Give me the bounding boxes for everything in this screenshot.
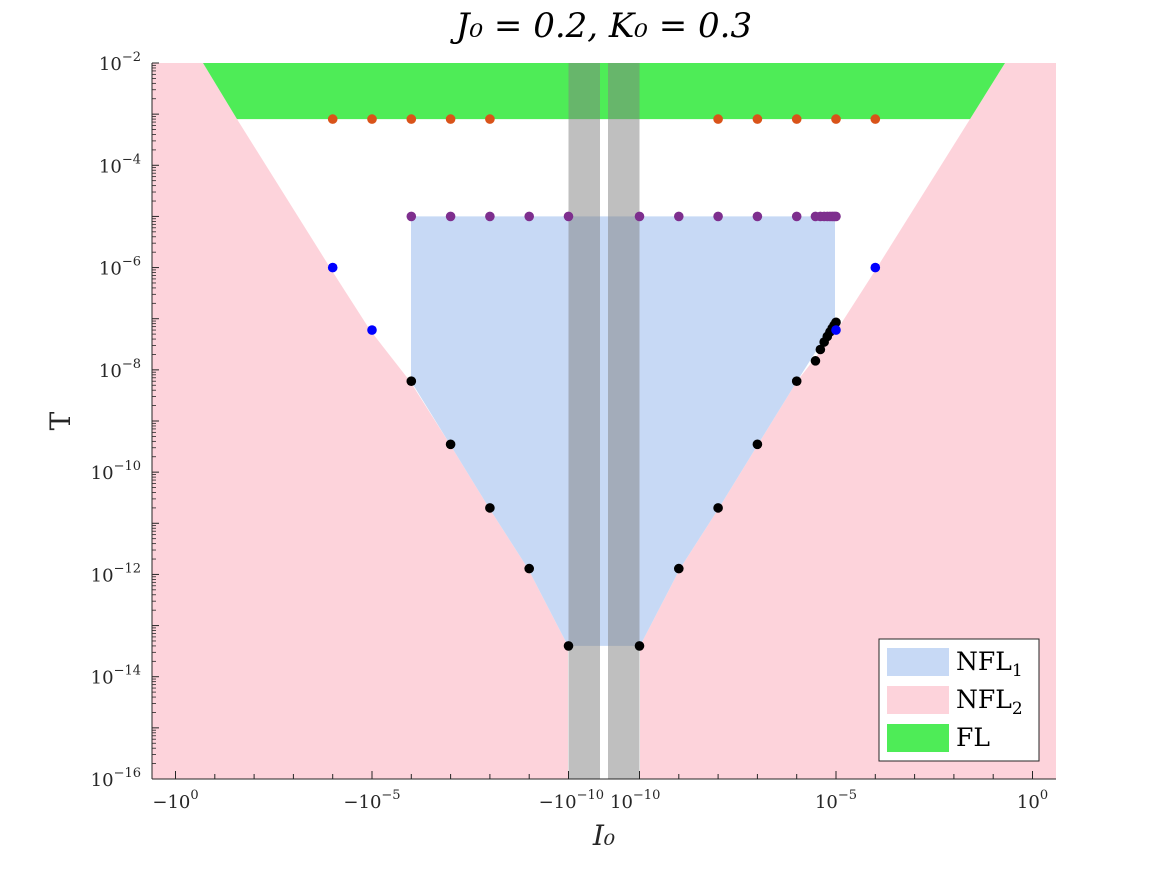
x-tick-label: 100 [1017, 788, 1048, 813]
legend-label: NFL2 [956, 685, 1023, 719]
data-point [327, 114, 338, 124]
x-tick-label: −10−10 [539, 788, 604, 813]
x-tick-label: −100 [152, 788, 198, 813]
data-point [485, 211, 495, 222]
data-point [445, 439, 456, 450]
chart-title: J₀ = 0.2, K₀ = 0.3 [450, 6, 752, 46]
data-point [327, 262, 338, 273]
y-tick-label: 10−14 [91, 664, 141, 689]
legend-swatch [887, 686, 949, 714]
data-point [831, 325, 841, 335]
region-fl [203, 63, 1005, 120]
x-tick-label: 10−5 [815, 788, 857, 813]
data-point [563, 211, 574, 222]
legend-label: FL [956, 723, 990, 752]
data-point [524, 211, 534, 222]
legend-swatch [887, 648, 949, 676]
data-point [445, 211, 456, 222]
region-nfl2-right [640, 63, 1056, 779]
region-nfl2-left [152, 63, 568, 779]
data-point [634, 211, 645, 222]
x-axis-label: I₀ [592, 819, 615, 852]
data-point [406, 211, 417, 222]
grey-band [568, 63, 600, 779]
grey-bands-layer [568, 63, 640, 779]
data-point [870, 114, 881, 124]
data-point [524, 563, 534, 574]
y-tick-label: 10−16 [91, 766, 141, 791]
legend-swatch [887, 724, 949, 752]
data-point [831, 211, 841, 222]
x-tick-label: 10−10 [610, 788, 660, 813]
y-tick-label: 10−10 [91, 459, 141, 484]
data-point [831, 114, 841, 124]
data-point [810, 356, 821, 366]
y-tick-label: 10−12 [91, 561, 141, 586]
data-point [485, 114, 495, 124]
data-point [485, 503, 495, 513]
data-point [752, 439, 763, 450]
grey-band [608, 63, 640, 779]
data-point [634, 641, 645, 651]
legend: NFL1 NFL2 FL [878, 638, 1040, 762]
data-point [870, 262, 881, 273]
data-point [791, 114, 802, 124]
data-point [713, 211, 723, 222]
data-point [445, 114, 456, 124]
data-point [674, 563, 684, 574]
data-point [406, 376, 417, 387]
y-tick-label: 10−2 [99, 50, 141, 75]
data-point [674, 211, 684, 222]
data-point [367, 114, 377, 124]
axes-layer [151, 62, 1056, 780]
data-point [791, 376, 802, 387]
data-point [713, 503, 723, 513]
y-tick-label: 10−4 [99, 152, 141, 177]
data-point [791, 211, 802, 222]
legend-label: NFL1 [956, 647, 1023, 681]
data-point [367, 325, 377, 335]
data-point [752, 211, 763, 222]
y-axis-label: T [44, 411, 77, 430]
x-tick-label: −10−5 [343, 788, 400, 813]
data-point [815, 344, 826, 355]
data-point [563, 641, 574, 651]
data-point [406, 114, 417, 124]
y-tick-label: 10−8 [99, 357, 141, 382]
y-tick-label: 10−6 [99, 255, 141, 280]
tick-labels-layer: 10−2 10−4 10−6 10−8 10−10 10−12 10−14 10−16 −100… [91, 50, 1048, 813]
data-point [831, 317, 841, 328]
data-point [752, 114, 763, 124]
data-point [713, 114, 723, 124]
data-points-layer [327, 114, 881, 651]
